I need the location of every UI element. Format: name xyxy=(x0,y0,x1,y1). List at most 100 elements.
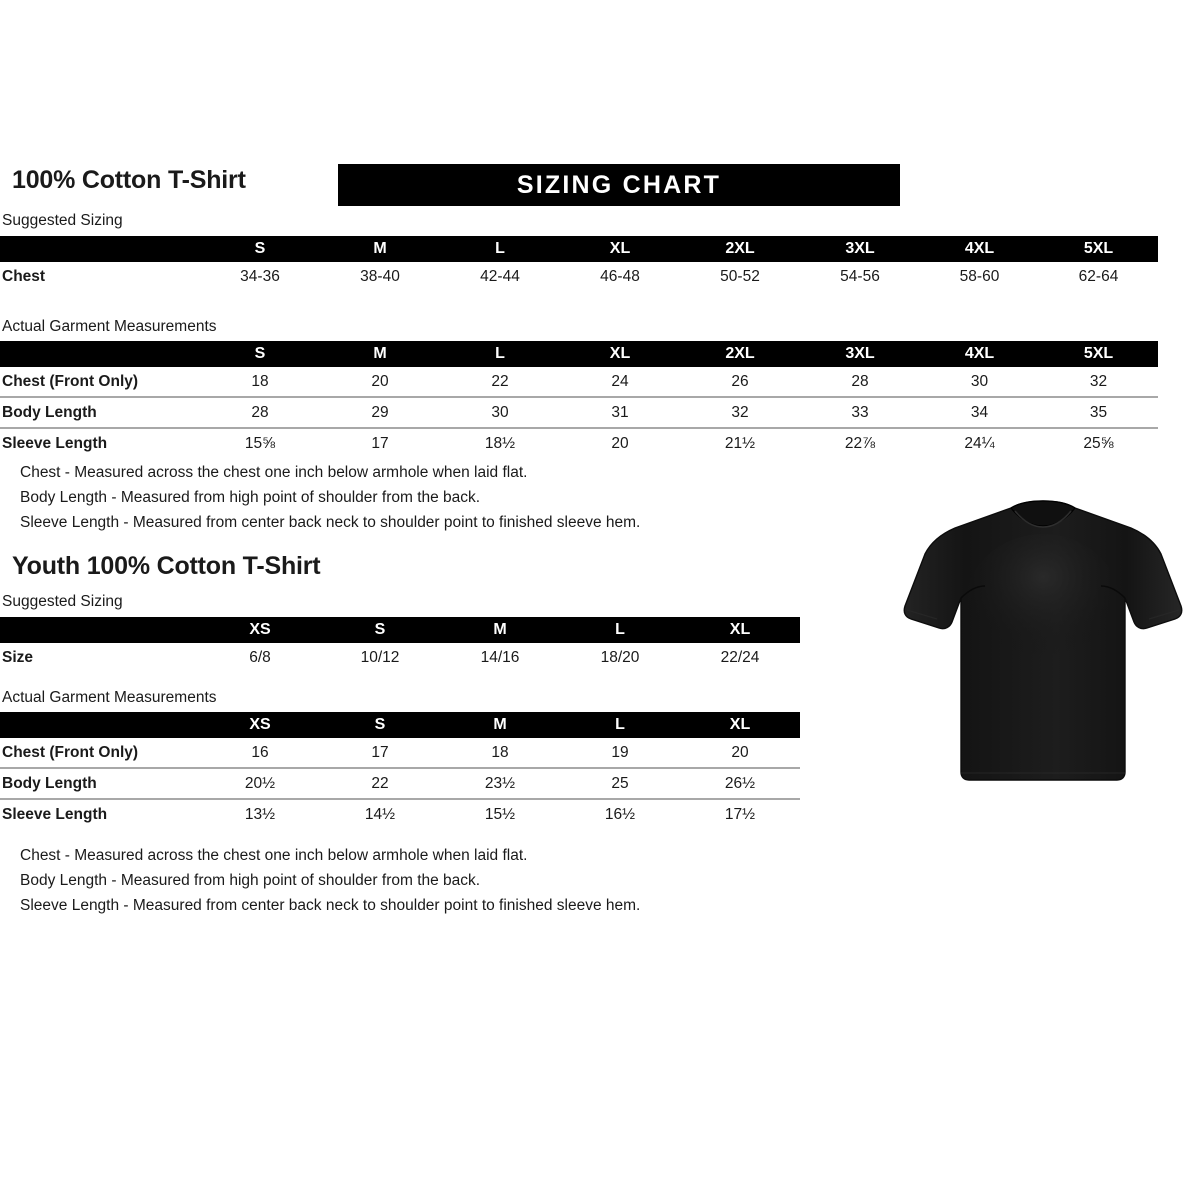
table-header-row: XS S M L XL xyxy=(0,617,800,643)
column-header-label xyxy=(0,712,200,738)
column-header-xl: XL xyxy=(609,240,631,257)
youth-actual-measurements-table: XS S M L XL Chest (Front Only) 16 17 18 … xyxy=(0,712,800,829)
table-row: Body Length 28 29 30 31 32 33 34 35 xyxy=(0,396,1158,428)
shirt-right-sleeve-hem xyxy=(1148,609,1180,620)
row-label-size: Size xyxy=(0,643,200,672)
table-header-row: S M L XL 2XL 3XL 4XL 5XL xyxy=(0,236,1158,262)
column-header-s: S xyxy=(254,240,266,257)
table-header-row: S M L XL 2XL 3XL 4XL 5XL xyxy=(0,341,1158,367)
cell-body-length-s: 28 xyxy=(200,396,320,428)
cell-body-length-3xl: 33 xyxy=(800,396,920,428)
cell-size-l: 18/20 xyxy=(560,643,680,672)
cell-body-length-m: 29 xyxy=(320,396,440,428)
table-row: Chest (Front Only) 18 20 22 24 26 28 30 … xyxy=(0,367,1158,397)
cell-body-length-xs: 20½ xyxy=(200,767,320,799)
banner-label: SIZING CHART xyxy=(516,170,722,199)
cell-chest-2xl: 50-52 xyxy=(680,262,800,291)
youth-suggested-caption: Suggested Sizing xyxy=(2,593,123,610)
cell-sleeve-length-s: 15⅝ xyxy=(200,427,320,458)
page-title: 100% Cotton T-Shirt xyxy=(12,166,246,194)
cell-body-length-xl: 26½ xyxy=(680,767,800,799)
column-header-m: M xyxy=(373,240,387,257)
cell-chest-m: 20 xyxy=(320,367,440,397)
column-header-2xl: 2XL xyxy=(725,240,755,257)
cell-sleeve-length-m: 17 xyxy=(320,427,440,458)
table-row: Body Length 20½ 22 23½ 25 26½ xyxy=(0,767,800,799)
row-label-sleeve-length: Sleeve Length xyxy=(0,427,200,458)
cell-chest-2xl: 26 xyxy=(680,367,800,397)
column-header-l: L xyxy=(495,240,505,257)
cell-chest-xs: 16 xyxy=(200,738,320,768)
note-chest: Chest - Measured across the chest one in… xyxy=(20,847,528,864)
column-header-xl: XL xyxy=(609,345,631,362)
cell-body-length-l: 30 xyxy=(440,396,560,428)
column-header-s: S xyxy=(374,621,386,638)
cell-size-m: 14/16 xyxy=(440,643,560,672)
column-header-m: M xyxy=(493,716,507,733)
cell-chest-l: 19 xyxy=(560,738,680,768)
shirt-left-sleeve-hem xyxy=(906,609,938,620)
column-header-4xl: 4XL xyxy=(964,345,995,362)
adult-suggested-sizing-table: S M L XL 2XL 3XL 4XL 5XL Chest 34-36 38-… xyxy=(0,236,1158,291)
shirt-highlight xyxy=(965,534,1121,678)
column-header-3xl: 3XL xyxy=(845,240,875,257)
row-label-chest-front-only: Chest (Front Only) xyxy=(0,738,200,768)
column-header-m: M xyxy=(493,621,507,638)
column-header-4xl: 4XL xyxy=(964,240,995,257)
cell-sleeve-length-2xl: 21½ xyxy=(680,427,800,458)
row-label-body-length: Body Length xyxy=(0,767,200,799)
row-label-body-length: Body Length xyxy=(0,396,200,428)
cell-chest-xl: 24 xyxy=(560,367,680,397)
youth-section-title: Youth 100% Cotton T-Shirt xyxy=(12,552,321,580)
cell-body-length-l: 25 xyxy=(560,767,680,799)
cell-size-xl: 22/24 xyxy=(680,643,800,672)
row-label-sleeve-length: Sleeve Length xyxy=(0,798,200,829)
column-header-5xl: 5XL xyxy=(1083,240,1114,257)
cell-chest-3xl: 28 xyxy=(800,367,920,397)
column-header-3xl: 3XL xyxy=(845,345,875,362)
column-header-xl: XL xyxy=(729,716,751,733)
cell-size-xs: 6/8 xyxy=(200,643,320,672)
adult-actual-caption: Actual Garment Measurements xyxy=(2,318,217,335)
column-header-l: L xyxy=(615,621,625,638)
note-body-length: Body Length - Measured from high point o… xyxy=(20,489,481,506)
cell-sleeve-length-s: 14½ xyxy=(320,798,440,829)
column-header-label xyxy=(0,617,200,643)
sizing-chart-banner: SIZING CHART xyxy=(338,164,900,206)
cell-sleeve-length-l: 18½ xyxy=(440,427,560,458)
cell-sleeve-length-3xl: 22⅞ xyxy=(800,427,920,458)
cell-chest-4xl: 58-60 xyxy=(920,262,1039,291)
cell-chest-s: 17 xyxy=(320,738,440,768)
row-label-chest-front-only: Chest (Front Only) xyxy=(0,367,200,397)
note-chest: Chest - Measured across the chest one in… xyxy=(20,464,528,481)
column-header-l: L xyxy=(495,345,505,362)
cell-chest-l: 42-44 xyxy=(440,262,560,291)
adult-measurement-notes: Chest - Measured across the chest one in… xyxy=(20,460,640,535)
column-header-xs: XS xyxy=(249,621,271,638)
cell-sleeve-length-l: 16½ xyxy=(560,798,680,829)
cell-sleeve-length-xl: 20 xyxy=(560,427,680,458)
note-body-length: Body Length - Measured from high point o… xyxy=(20,872,481,889)
row-label-chest: Chest xyxy=(0,262,200,291)
cell-chest-l: 22 xyxy=(440,367,560,397)
cell-sleeve-length-4xl: 24¼ xyxy=(920,427,1039,458)
column-header-s: S xyxy=(374,716,386,733)
table-row: Chest 34-36 38-40 42-44 46-48 50-52 54-5… xyxy=(0,262,1158,291)
adult-actual-measurements-table: S M L XL 2XL 3XL 4XL 5XL Chest (Front On… xyxy=(0,341,1158,458)
column-header-xs: XS xyxy=(249,716,271,733)
cell-chest-5xl: 62-64 xyxy=(1039,262,1158,291)
column-header-l: L xyxy=(615,716,625,733)
cell-chest-5xl: 32 xyxy=(1039,367,1158,397)
table-row: Sleeve Length 13½ 14½ 15½ 16½ 17½ xyxy=(0,798,800,829)
cell-chest-3xl: 54-56 xyxy=(800,262,920,291)
youth-measurement-notes: Chest - Measured across the chest one in… xyxy=(20,843,640,918)
column-header-label xyxy=(0,236,200,262)
cell-chest-4xl: 30 xyxy=(920,367,1039,397)
column-header-label xyxy=(0,341,200,367)
cell-chest-s: 18 xyxy=(200,367,320,397)
cell-chest-m: 18 xyxy=(440,738,560,768)
cell-sleeve-length-xs: 13½ xyxy=(200,798,320,829)
cell-sleeve-length-m: 15½ xyxy=(440,798,560,829)
black-t-shirt-photo xyxy=(903,500,1183,781)
youth-actual-caption: Actual Garment Measurements xyxy=(2,689,217,706)
